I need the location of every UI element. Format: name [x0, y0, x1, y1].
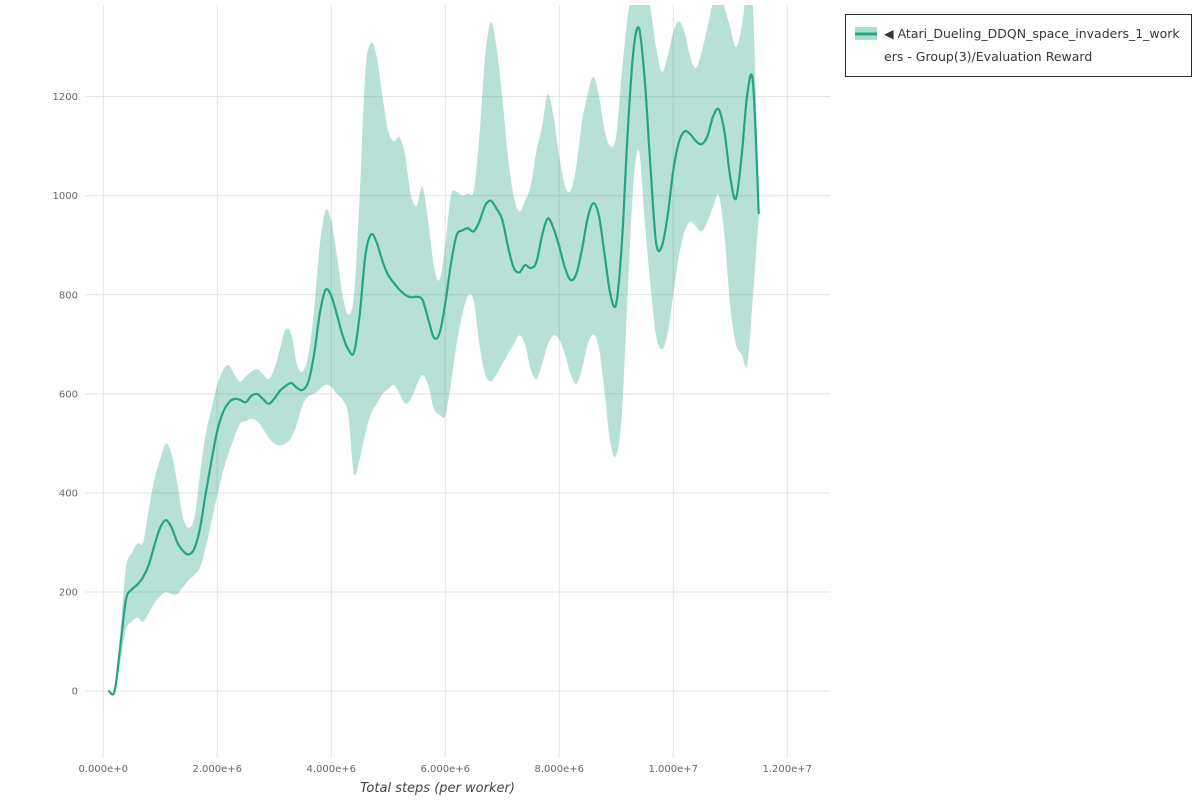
- y-tick-label: 800: [59, 290, 78, 301]
- grid: [85, 5, 830, 758]
- y-tick-label: 0: [72, 687, 78, 698]
- y-tick-label: 1200: [53, 92, 78, 103]
- x-tick-label: 2.000e+6: [192, 764, 242, 775]
- series-line: [107, 26, 760, 696]
- x-tick-label: 0.000e+0: [78, 764, 128, 775]
- x-tick-label: 6.000e+6: [420, 764, 470, 775]
- legend[interactable]: ◀ Atari_Dueling_DDQN_space_invaders_1_wo…: [845, 14, 1192, 77]
- y-tick-label: 200: [59, 588, 78, 599]
- x-axis-label: Total steps (per worker): [360, 781, 515, 796]
- x-tick-label: 8.000e+6: [534, 764, 584, 775]
- y-tick-labels: 0 200 400 600 800 1000 1200: [53, 92, 78, 697]
- x-tick-label: 4.000e+6: [306, 764, 356, 775]
- x-tick-label: 1.000e+7: [648, 764, 698, 775]
- y-tick-label: 600: [59, 389, 78, 400]
- confidence-band: [108, 5, 759, 694]
- x-tick-labels: 0.000e+0 2.000e+6 4.000e+6 6.000e+6 8.000e+6…: [78, 764, 812, 775]
- legend-label: ◀ Atari_Dueling_DDQN_space_invaders_1_wo…: [884, 26, 1180, 64]
- y-tick-label: 400: [59, 488, 78, 499]
- legend-swatch-icon: [855, 27, 877, 40]
- x-tick-label: 1.200e+7: [762, 764, 812, 775]
- y-tick-label: 1000: [53, 191, 78, 202]
